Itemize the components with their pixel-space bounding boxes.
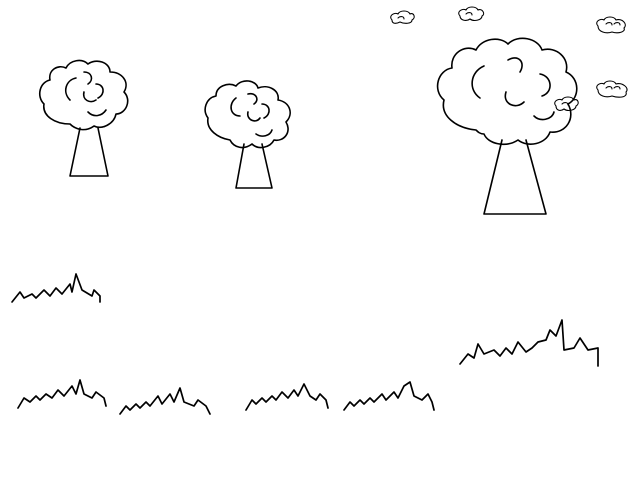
tree-3-trunk — [483, 139, 547, 215]
clouds — [390, 6, 628, 111]
grass-2 — [459, 319, 599, 367]
tree-1-trunk — [69, 127, 109, 177]
grass-tufts — [11, 273, 599, 415]
tree-1-canopy — [38, 59, 129, 131]
tree-1-canopy-detail — [64, 77, 77, 101]
tree-3-canopy-detail — [507, 57, 523, 73]
tree-3-canopy-detail — [504, 91, 525, 107]
tree-2-canopy-detail — [230, 97, 241, 117]
cloud-4 — [596, 80, 628, 98]
grass-3 — [17, 379, 107, 409]
cloud-3 — [596, 16, 626, 34]
tree-3-canopy-detail — [539, 73, 551, 97]
tree-1-canopy-detail — [83, 71, 93, 85]
tree-3 — [436, 37, 578, 215]
tree-1-canopy-detail — [87, 109, 107, 117]
grass-4 — [119, 387, 211, 415]
cloud-1 — [390, 10, 415, 24]
tree-1-canopy-detail — [82, 91, 97, 103]
tree-1 — [38, 59, 129, 177]
tree-3-canopy — [436, 37, 578, 146]
cloud-5 — [554, 96, 579, 111]
tree-2-canopy-detail — [261, 103, 270, 119]
tree-3-canopy-detail — [533, 111, 555, 121]
cloud-2 — [458, 6, 485, 21]
grass-1 — [11, 273, 101, 303]
tree-2-canopy-detail — [255, 129, 273, 137]
tree-2-canopy — [204, 80, 291, 149]
tree-3-canopy-detail — [471, 65, 485, 99]
tree-2-canopy-detail — [247, 92, 258, 105]
tree-2 — [204, 80, 291, 189]
tree-1-canopy-detail — [95, 83, 104, 99]
grass-6 — [343, 381, 435, 411]
tree-2-canopy-detail — [246, 111, 261, 122]
grass-5 — [245, 383, 329, 411]
tree-2-trunk — [235, 143, 273, 189]
